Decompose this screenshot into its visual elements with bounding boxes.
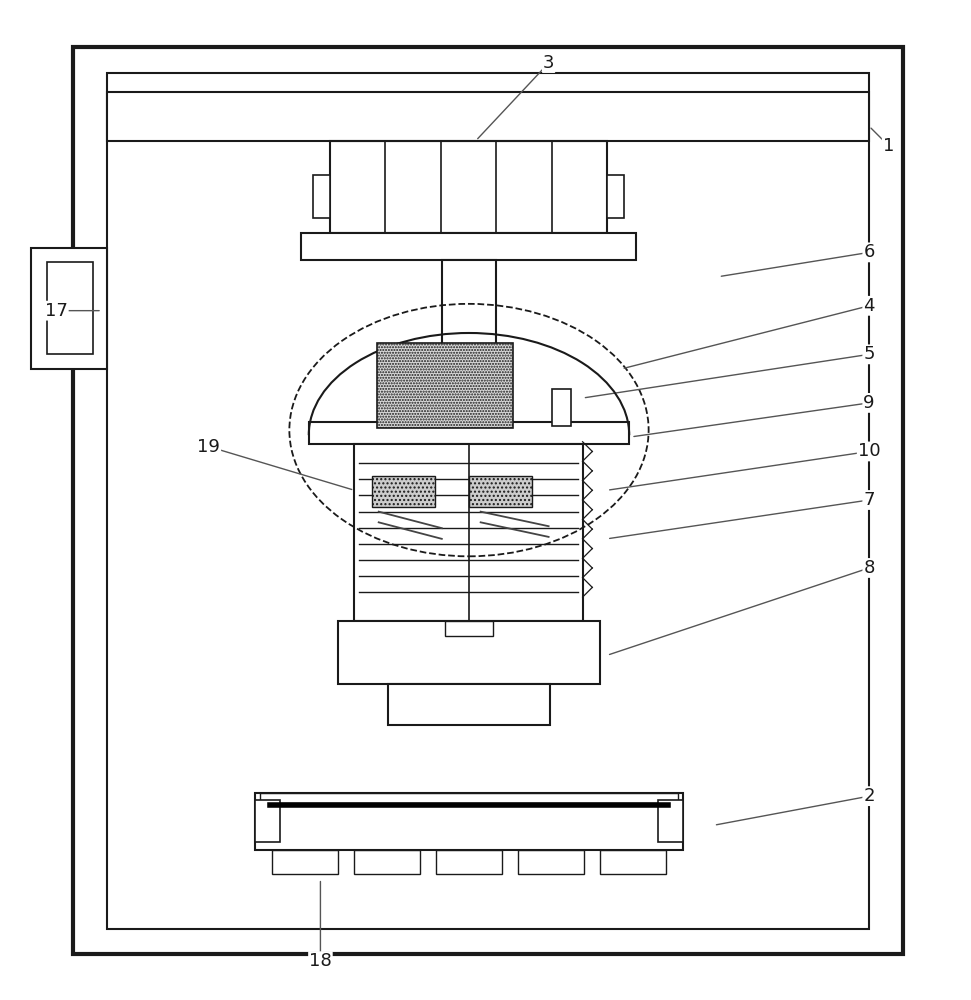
- Bar: [255, 800, 280, 842]
- Bar: [552, 389, 571, 426]
- Bar: [330, 141, 607, 233]
- Bar: [658, 800, 683, 842]
- Bar: [354, 444, 583, 621]
- Bar: [388, 684, 550, 725]
- Text: 9: 9: [863, 394, 875, 412]
- Bar: [260, 793, 678, 803]
- Text: 10: 10: [857, 442, 881, 460]
- Bar: [353, 850, 419, 874]
- Bar: [445, 621, 493, 636]
- Bar: [301, 233, 636, 260]
- Text: 1: 1: [883, 137, 894, 155]
- Bar: [600, 850, 666, 874]
- Bar: [107, 73, 869, 929]
- Text: 6: 6: [863, 243, 875, 261]
- Text: 2: 2: [863, 787, 875, 805]
- Text: 8: 8: [863, 559, 875, 577]
- Bar: [338, 621, 600, 684]
- Text: 4: 4: [863, 297, 875, 315]
- Bar: [313, 175, 330, 218]
- Text: 17: 17: [45, 302, 68, 320]
- Bar: [519, 850, 585, 874]
- Bar: [436, 850, 502, 874]
- Text: 3: 3: [543, 54, 554, 72]
- Bar: [107, 92, 869, 141]
- Bar: [469, 476, 532, 507]
- Bar: [255, 793, 683, 850]
- Bar: [443, 260, 496, 403]
- Text: 7: 7: [863, 491, 875, 509]
- Bar: [377, 343, 513, 428]
- Bar: [372, 476, 435, 507]
- Text: 5: 5: [863, 345, 875, 363]
- Text: 18: 18: [309, 952, 332, 970]
- Bar: [31, 248, 107, 369]
- Text: 19: 19: [197, 438, 220, 456]
- Bar: [73, 47, 903, 954]
- Bar: [47, 262, 93, 354]
- Bar: [309, 422, 629, 444]
- Bar: [272, 850, 338, 874]
- Bar: [607, 175, 624, 218]
